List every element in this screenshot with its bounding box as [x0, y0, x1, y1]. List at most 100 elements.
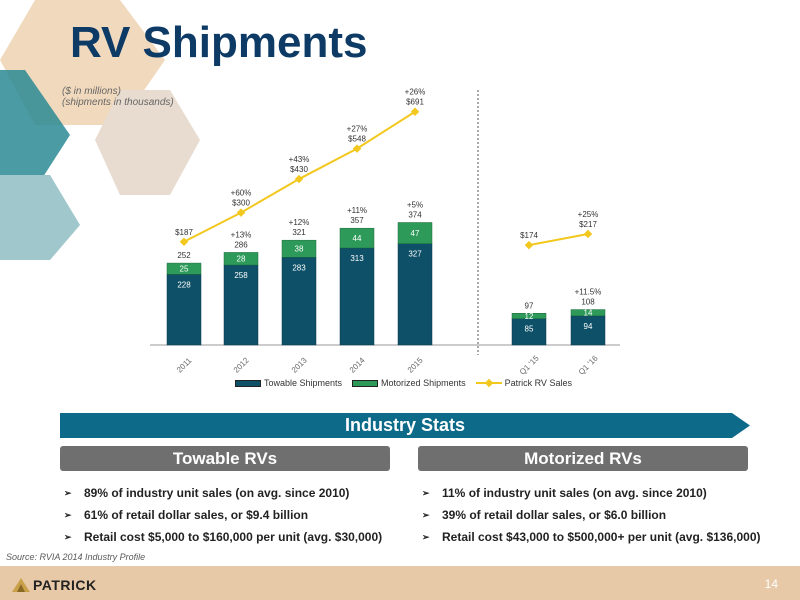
- label-sales-growth: +60%: [231, 189, 252, 198]
- label-towable-value: 228: [177, 280, 191, 289]
- x-tick-label: 2012: [232, 355, 251, 374]
- label-sales-value: $430: [290, 165, 308, 174]
- legend-item-sales: Patrick RV Sales: [475, 378, 572, 388]
- sales-line-point: [352, 144, 362, 153]
- list-item: ➢ 11% of industry unit sales (on avg. sin…: [420, 484, 761, 506]
- bar-motorized: [223, 252, 259, 266]
- label-shipment-growth: +11%: [347, 206, 367, 215]
- rv-shipments-chart: 228 25 252 2011 258 28 286+13% 2012 283 38 321+12%…: [150, 88, 620, 377]
- label-motorized-value: 12: [525, 312, 534, 321]
- list-item: ➢ 61% of retail dollar sales, or $9.4 bil…: [62, 506, 382, 528]
- bar-motorized: [166, 262, 202, 275]
- bar-motorized: [511, 313, 547, 319]
- towable-stat-text: Retail cost $5,000 to $160,000 per unit …: [84, 530, 383, 544]
- bar-towable: [166, 274, 202, 346]
- motorized-stat-text: 39% of retail dollar sales, or $6.0 bill…: [442, 508, 667, 522]
- label-total-value: 97: [525, 301, 534, 310]
- label-sales-growth: +43%: [289, 155, 310, 164]
- label-sales-value: $217: [579, 220, 597, 229]
- towable-rvs-header: Towable RVs: [60, 446, 390, 471]
- bar-towable: [511, 318, 547, 346]
- label-shipment-growth: +5%: [407, 201, 423, 210]
- label-shipment-growth: +12%: [289, 218, 310, 227]
- motorized-rvs-header: Motorized RVs: [418, 446, 748, 471]
- label-motorized-value: 14: [584, 309, 593, 318]
- label-towable-value: 85: [525, 325, 534, 334]
- legend-label-sales: Patrick RV Sales: [504, 378, 572, 388]
- label-total-value: 286: [234, 240, 248, 249]
- chevron-right-icon: ➢: [422, 510, 430, 520]
- page-number: 14: [764, 577, 778, 591]
- label-motorized-value: 44: [353, 234, 362, 243]
- label-sales-value: $300: [232, 199, 250, 208]
- legend-item-towable: Towable Shipments: [235, 378, 342, 388]
- list-item: ➢ Retail cost $43,000 to $500,000+ per un…: [420, 528, 761, 550]
- logo-text: PATRICK: [33, 577, 97, 593]
- label-sales-value: $174: [520, 231, 538, 240]
- bar-towable: [397, 243, 433, 346]
- x-tick-label: 2011: [175, 356, 194, 375]
- label-towable-value: 313: [350, 254, 364, 263]
- x-tick-label: 2013: [290, 355, 309, 374]
- list-item: ➢ 89% of industry unit sales (on avg. sin…: [62, 484, 382, 506]
- footer-bar: [0, 566, 800, 600]
- towable-stat-text: 89% of industry unit sales (on avg. sinc…: [84, 486, 350, 500]
- label-total-value: 357: [350, 216, 364, 225]
- bar-motorized: [281, 239, 317, 258]
- legend-swatch-sales: [475, 382, 502, 384]
- x-tick-label: 2015: [406, 355, 425, 374]
- chevron-right-icon: ➢: [64, 510, 72, 520]
- label-sales-growth: +26%: [405, 88, 426, 97]
- label-motorized-value: 38: [295, 245, 304, 254]
- sales-line-point: [236, 208, 246, 217]
- chevron-right-icon: ➢: [64, 488, 72, 498]
- bar-motorized: [397, 222, 433, 244]
- towable-stat-text: 61% of retail dollar sales, or $9.4 bill…: [84, 508, 309, 522]
- bar-towable: [339, 247, 375, 346]
- label-towable-value: 258: [234, 271, 248, 280]
- label-shipment-growth: +11.5%: [575, 288, 602, 297]
- industry-stats-banner-bg: [60, 413, 750, 438]
- sales-line-point: [294, 174, 304, 184]
- x-tick-label: Q1 '16: [577, 353, 600, 376]
- label-motorized-value: 47: [411, 229, 420, 238]
- sales-line-series: [528, 233, 589, 247]
- motorized-stats-list: ➢ 11% of industry unit sales (on avg. sin…: [420, 484, 761, 550]
- x-tick-label: 2014: [348, 355, 367, 374]
- label-sales-growth: +25%: [578, 210, 599, 219]
- label-towable-value: 283: [292, 263, 306, 272]
- background-hexagon-pattern: [0, 0, 220, 260]
- chevron-right-icon: ➢: [422, 488, 430, 498]
- chevron-right-icon: ➢: [422, 532, 430, 542]
- source-note: Source: RVIA 2014 Industry Profile: [6, 552, 146, 562]
- bar-motorized: [570, 309, 606, 317]
- label-total-value: 374: [408, 211, 422, 220]
- label-sales-value: $691: [406, 98, 424, 107]
- label-total-value: 252: [177, 251, 191, 260]
- x-tick-label: Q1 '15: [518, 353, 541, 376]
- bar-motorized: [339, 227, 375, 249]
- logo-emblem-icon: [12, 578, 30, 592]
- motorized-stat-text: 11% of industry unit sales (on avg. sinc…: [442, 486, 707, 500]
- sales-line-point: [583, 229, 593, 239]
- page-title: RV Shipments: [70, 18, 368, 67]
- label-towable-value: 327: [408, 250, 422, 259]
- subtitle-units-dollars: ($ in millions): [62, 86, 121, 97]
- bar-towable: [570, 315, 606, 346]
- legend-label-towable: Towable Shipments: [264, 378, 343, 388]
- label-motorized-value: 28: [237, 255, 246, 264]
- sales-line-point: [410, 107, 420, 116]
- list-item: ➢ 39% of retail dollar sales, or $6.0 bil…: [420, 506, 761, 528]
- sales-line-point: [179, 237, 189, 246]
- label-total-value: 321: [292, 228, 306, 237]
- legend-swatch-motorized: [352, 379, 379, 387]
- industry-stats-banner: Industry Stats: [344, 415, 466, 435]
- label-total-value: 108: [581, 298, 595, 307]
- chart-legend: Towable Shipments Motorized Shipments Pa…: [235, 378, 572, 388]
- label-sales-growth: +27%: [347, 125, 368, 134]
- patrick-logo: PATRICK: [12, 575, 97, 595]
- label-shipment-growth: +13%: [231, 230, 252, 239]
- list-item: ➢ Retail cost $5,000 to $160,000 per unit…: [62, 528, 382, 550]
- motorized-stat-text: Retail cost $43,000 to $500,000+ per uni…: [442, 530, 761, 544]
- label-sales-value: $187: [175, 228, 193, 237]
